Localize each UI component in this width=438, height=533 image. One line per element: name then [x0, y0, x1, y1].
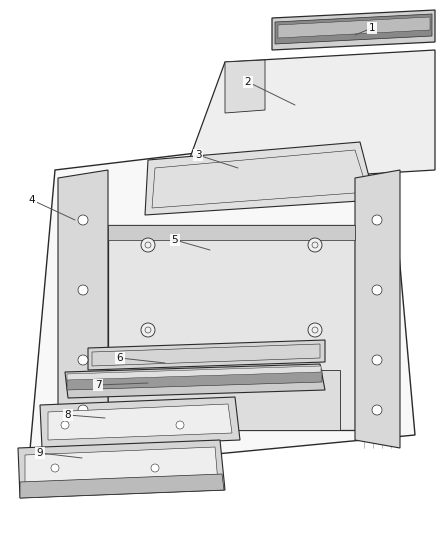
Polygon shape: [67, 366, 321, 380]
Circle shape: [78, 285, 88, 295]
Polygon shape: [278, 17, 430, 38]
Circle shape: [308, 238, 322, 252]
Polygon shape: [272, 10, 435, 50]
Text: 7: 7: [95, 380, 101, 390]
Circle shape: [78, 405, 88, 415]
Polygon shape: [48, 404, 232, 440]
Text: 1: 1: [369, 23, 375, 33]
Polygon shape: [108, 225, 355, 430]
Polygon shape: [145, 142, 375, 215]
Circle shape: [51, 464, 59, 472]
Polygon shape: [25, 447, 218, 490]
Text: 8: 8: [65, 410, 71, 420]
Polygon shape: [65, 364, 325, 398]
Circle shape: [61, 421, 69, 429]
Polygon shape: [18, 440, 225, 498]
Text: 4: 4: [28, 195, 35, 205]
Circle shape: [141, 238, 155, 252]
Circle shape: [372, 285, 382, 295]
Circle shape: [308, 323, 322, 337]
Polygon shape: [58, 170, 108, 448]
Polygon shape: [355, 170, 400, 448]
Text: 2: 2: [245, 77, 251, 87]
Polygon shape: [225, 60, 265, 113]
Polygon shape: [275, 14, 432, 44]
Polygon shape: [40, 397, 240, 448]
Text: 9: 9: [37, 448, 43, 458]
Polygon shape: [180, 50, 435, 185]
Text: 6: 6: [117, 353, 124, 363]
Polygon shape: [67, 370, 322, 390]
Circle shape: [141, 323, 155, 337]
Circle shape: [372, 355, 382, 365]
Text: 3: 3: [194, 150, 201, 160]
Circle shape: [78, 355, 88, 365]
Text: 5: 5: [172, 235, 178, 245]
Polygon shape: [108, 370, 340, 430]
Polygon shape: [28, 130, 415, 472]
Circle shape: [372, 405, 382, 415]
Circle shape: [372, 215, 382, 225]
Circle shape: [151, 464, 159, 472]
Polygon shape: [20, 474, 224, 498]
Polygon shape: [88, 340, 325, 370]
Circle shape: [78, 215, 88, 225]
Circle shape: [176, 421, 184, 429]
Polygon shape: [108, 380, 200, 430]
Polygon shape: [108, 225, 355, 240]
